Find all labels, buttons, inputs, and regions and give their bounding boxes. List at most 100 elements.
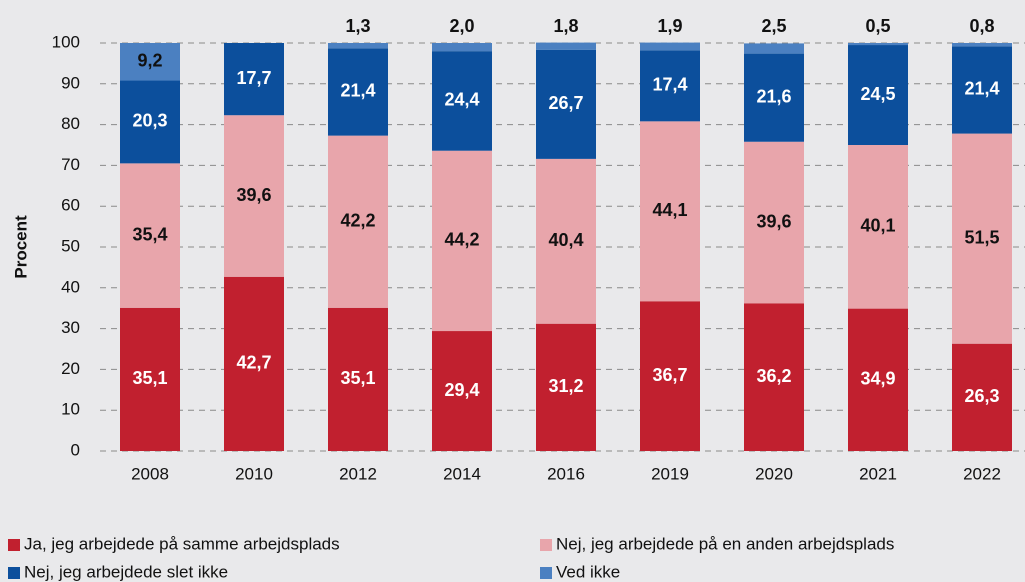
- bar-segment: [640, 121, 700, 302]
- bar-segment: [744, 303, 804, 451]
- value-label: 51,5: [964, 227, 999, 247]
- bar-segment: [952, 46, 1012, 134]
- value-label: 35,1: [132, 368, 167, 388]
- value-label: 1,8: [553, 16, 578, 36]
- legend-swatch: [8, 567, 20, 579]
- value-label: 24,5: [860, 84, 895, 104]
- bar-segment: [328, 48, 388, 136]
- y-tick-label: 70: [61, 155, 80, 174]
- bar-segment: [432, 43, 492, 52]
- legend-label: Nej, jeg arbejdede slet ikke: [24, 562, 228, 581]
- bar-segment: [432, 150, 492, 332]
- bar-segment: [224, 115, 284, 277]
- bar-segment: [536, 49, 596, 159]
- value-label: 31,2: [548, 376, 583, 396]
- y-tick-label: 30: [61, 318, 80, 337]
- value-label: 36,2: [756, 366, 791, 386]
- value-label: 26,7: [548, 93, 583, 113]
- y-tick-label: 20: [61, 359, 80, 378]
- value-label: 34,9: [860, 369, 895, 389]
- value-label: 21,4: [964, 79, 999, 99]
- value-label: 0,8: [969, 16, 994, 36]
- bar-segment: [744, 53, 804, 142]
- y-axis-label: Procent: [11, 215, 30, 279]
- value-label: 44,1: [652, 200, 687, 220]
- value-label: 0,5: [865, 16, 890, 36]
- bar-segment: [744, 141, 804, 304]
- bar-segment: [640, 50, 700, 122]
- bar-segment: [952, 43, 1012, 47]
- value-label: 35,1: [340, 368, 375, 388]
- bar-segment: [952, 343, 1012, 451]
- value-label: 29,4: [444, 380, 479, 400]
- value-label: 42,7: [236, 353, 271, 373]
- y-tick-label: 60: [61, 196, 80, 215]
- value-label: 26,3: [964, 386, 999, 406]
- bar-segment: [848, 145, 908, 309]
- value-label: 39,6: [756, 211, 791, 231]
- value-label: 2,0: [449, 16, 474, 36]
- value-label: 2,5: [761, 16, 786, 36]
- x-tick-label: 2019: [651, 464, 689, 483]
- bar-segment: [848, 45, 908, 145]
- legend-swatch: [8, 539, 20, 551]
- y-tick-label: 0: [71, 440, 80, 459]
- x-tick-label: 2020: [755, 464, 793, 483]
- bar-segment: [536, 158, 596, 324]
- y-tick-label: 10: [61, 400, 80, 419]
- value-label: 40,1: [860, 216, 895, 236]
- value-label: 9,2: [137, 51, 162, 71]
- x-tick-label: 2016: [547, 464, 585, 483]
- x-tick-label: 2014: [443, 464, 481, 483]
- value-label: 35,4: [132, 224, 167, 244]
- bar-segment: [120, 43, 180, 81]
- bar-segment: [432, 51, 492, 151]
- value-label: 20,3: [132, 111, 167, 131]
- legend-swatch: [540, 567, 552, 579]
- y-tick-label: 50: [61, 236, 80, 255]
- bar-segment: [432, 331, 492, 451]
- legend-label: Ved ikke: [556, 562, 620, 581]
- value-label: 1,3: [345, 16, 370, 36]
- bar-segment: [120, 80, 180, 164]
- bar-segment: [952, 133, 1012, 344]
- value-label: 44,2: [444, 230, 479, 250]
- value-label: 24,4: [444, 90, 479, 110]
- x-tick-label: 2012: [339, 464, 377, 483]
- y-tick-label: 90: [61, 73, 80, 92]
- bar-segment: [328, 43, 388, 49]
- x-tick-label: 2022: [963, 464, 1001, 483]
- y-tick-label: 40: [61, 277, 80, 296]
- value-label: 17,7: [236, 68, 271, 88]
- y-tick-label: 80: [61, 114, 80, 133]
- bar-segment: [120, 307, 180, 451]
- value-label: 21,6: [756, 86, 791, 106]
- bar-segment: [848, 43, 908, 46]
- bar-segment: [224, 43, 284, 116]
- bar-segment: [120, 163, 180, 308]
- value-label: 21,4: [340, 81, 375, 101]
- legend-label: Nej, jeg arbejdede på en anden arbejdspl…: [556, 534, 894, 553]
- value-label: 39,6: [236, 185, 271, 205]
- legend-swatch: [540, 539, 552, 551]
- value-label: 17,4: [652, 75, 687, 95]
- bar-segment: [328, 135, 388, 308]
- bar-segment: [536, 323, 596, 451]
- value-label: 40,4: [548, 230, 583, 250]
- bar-segment: [328, 307, 388, 451]
- y-tick-label: 100: [52, 32, 80, 51]
- value-label: 36,7: [652, 365, 687, 385]
- value-label: 1,9: [657, 16, 682, 36]
- x-tick-label: 2021: [859, 464, 897, 483]
- legend-label: Ja, jeg arbejdede på samme arbejdsplads: [24, 534, 340, 553]
- bar-segment: [224, 276, 284, 451]
- x-tick-label: 2010: [235, 464, 273, 483]
- x-tick-label: 2008: [131, 464, 169, 483]
- bar-segment: [744, 43, 804, 54]
- bar-segment: [640, 301, 700, 451]
- bar-segment: [536, 42, 596, 50]
- bar-segment: [640, 42, 700, 51]
- bar-segment: [848, 308, 908, 451]
- value-label: 42,2: [340, 210, 375, 230]
